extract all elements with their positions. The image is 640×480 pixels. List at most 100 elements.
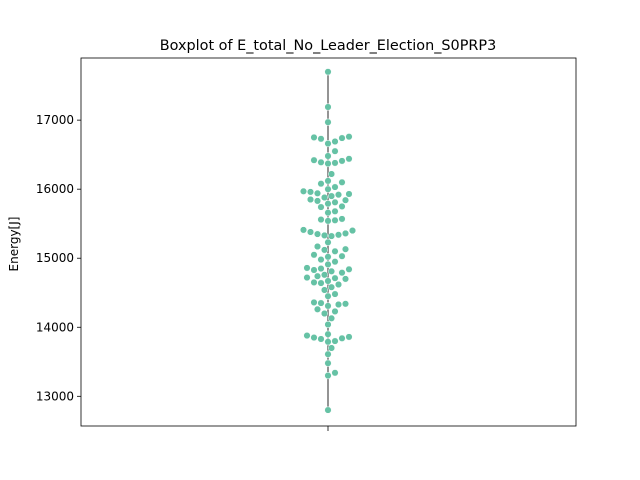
data-point: [324, 320, 332, 329]
data-point: [310, 334, 318, 342]
data-point: [334, 231, 343, 239]
data-point: [320, 231, 329, 239]
data-point: [310, 298, 318, 306]
data-point: [324, 277, 332, 285]
data-point: [317, 335, 325, 343]
data-point: [313, 189, 322, 197]
data-point: [334, 280, 343, 289]
data-point: [320, 271, 329, 279]
data-point: [324, 292, 332, 300]
data-point: [324, 140, 332, 148]
data-point: [303, 274, 311, 282]
y-axis-ticks: 13000 14000 15000 16000 17000: [36, 113, 81, 403]
data-point: [331, 247, 339, 255]
data-point: [317, 216, 325, 224]
data-point: [338, 269, 346, 277]
y-tick-label: 13000: [36, 389, 74, 403]
data-point: [310, 133, 318, 141]
data-point: [324, 238, 332, 246]
data-point: [341, 275, 350, 283]
data-point: [345, 333, 353, 341]
y-tick-label: 14000: [36, 320, 74, 334]
data-point: [303, 332, 311, 340]
data-point: [345, 190, 353, 198]
data-point: [306, 195, 315, 204]
data-point: [317, 265, 325, 273]
data-point: [331, 216, 339, 224]
swarm-points: [299, 68, 357, 414]
data-point: [331, 137, 339, 146]
data-point: [341, 229, 350, 237]
data-point: [320, 193, 329, 202]
y-tick-label: 16000: [36, 182, 74, 196]
data-point: [313, 230, 322, 238]
data-point: [324, 103, 332, 111]
data-point: [331, 159, 339, 167]
data-point: [317, 135, 325, 143]
data-point: [331, 258, 339, 266]
data-point: [324, 160, 332, 168]
y-tick-label: 15000: [36, 251, 74, 265]
data-point: [324, 209, 332, 217]
y-tick-label: 17000: [36, 113, 74, 127]
data-point: [320, 286, 329, 294]
data-point: [313, 242, 322, 251]
data-point: [331, 183, 339, 191]
data-point: [324, 177, 332, 185]
data-point: [348, 227, 357, 235]
data-point: [306, 188, 315, 196]
data-point: [338, 202, 346, 210]
data-point: [338, 178, 346, 186]
data-point: [327, 267, 336, 275]
data-point: [331, 198, 339, 206]
data-point: [324, 185, 332, 193]
data-point: [317, 203, 325, 211]
data-point: [327, 283, 336, 291]
data-point: [324, 200, 332, 208]
data-point: [345, 133, 353, 141]
data-point: [345, 155, 353, 163]
data-point: [338, 157, 346, 165]
data-point: [313, 197, 322, 205]
data-point: [317, 279, 325, 287]
data-point: [303, 264, 311, 272]
data-point: [331, 369, 339, 377]
data-point: [299, 187, 308, 195]
data-point: [317, 158, 325, 166]
data-point: [341, 300, 350, 308]
data-point: [345, 265, 353, 273]
data-point: [331, 274, 339, 282]
data-point: [324, 118, 332, 126]
data-point: [324, 253, 332, 261]
data-point: [327, 344, 336, 352]
data-point: [331, 290, 339, 298]
data-point: [324, 372, 332, 380]
data-point: [338, 252, 346, 260]
data-point: [310, 278, 318, 286]
data-point: [338, 215, 346, 223]
data-point: [324, 406, 332, 414]
data-point: [317, 180, 325, 188]
data-point: [338, 334, 346, 342]
data-point: [324, 359, 332, 367]
data-point: [310, 266, 318, 274]
data-point: [327, 314, 336, 322]
data-point: [310, 251, 318, 259]
data-point: [320, 246, 329, 254]
data-point: [327, 192, 336, 200]
data-point: [331, 207, 339, 215]
data-point: [310, 156, 318, 164]
data-point: [324, 217, 332, 225]
data-point: [324, 338, 332, 346]
data-point: [324, 68, 332, 76]
data-point: [317, 256, 325, 264]
data-point: [334, 191, 343, 199]
data-point: [331, 337, 339, 345]
data-point: [324, 152, 332, 160]
data-point: [317, 299, 325, 307]
data-point: [324, 350, 332, 358]
data-point: [306, 228, 315, 236]
data-point: [327, 232, 336, 240]
